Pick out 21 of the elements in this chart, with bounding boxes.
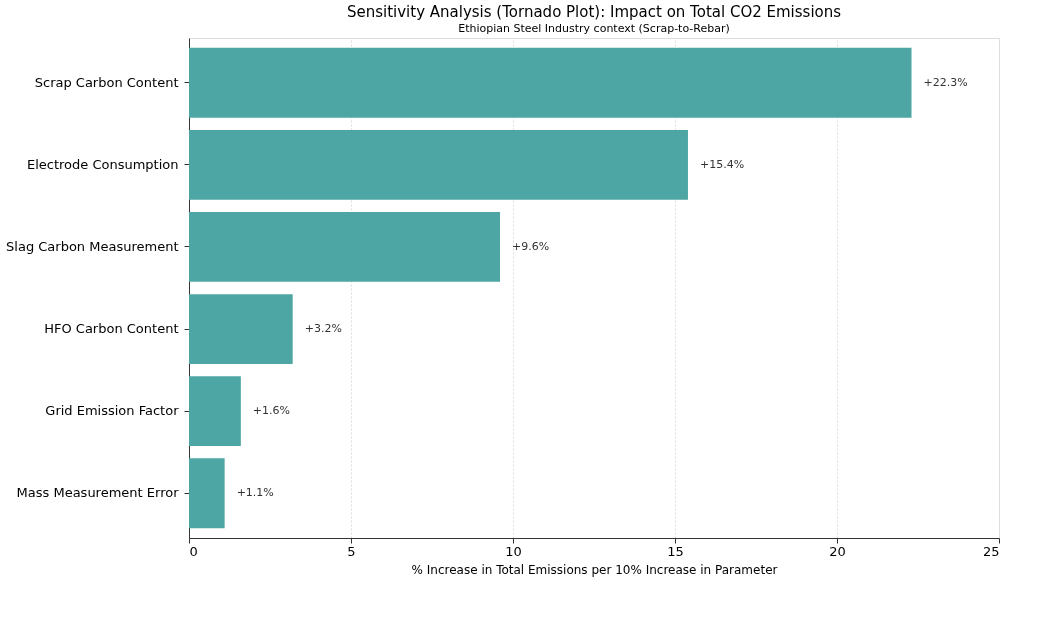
x-tick-label: 20 xyxy=(829,543,846,559)
data-label: +9.6% xyxy=(512,239,550,253)
data-label: +1.1% xyxy=(236,486,274,500)
x-tick-label: 5 xyxy=(347,543,356,559)
y-tick-label: Grid Emission Factor xyxy=(45,403,180,419)
y-tick-label: Mass Measurement Error xyxy=(16,485,180,501)
y-tick-label: Electrode Consumption xyxy=(26,156,179,172)
x-tick-label: 25 xyxy=(982,543,1000,559)
data-label: +15.4% xyxy=(699,157,745,171)
x-tick-label: 0 xyxy=(189,543,198,559)
x-tick-label: 10 xyxy=(505,543,522,559)
y-tick-label: Scrap Carbon Content xyxy=(34,74,179,90)
data-label: +3.2% xyxy=(304,322,342,336)
data-label: +1.6% xyxy=(252,404,291,418)
y-tick-label: HFO Carbon Content xyxy=(44,321,179,337)
x-tick-label: 15 xyxy=(667,543,684,559)
x-axis-title: % Increase in Total Emissions per 10% Increase in Parameter xyxy=(411,562,778,577)
data-label: +22.3% xyxy=(923,75,968,89)
chart-subtitle: Ethiopian Steel Industry context (Scrap-to-Rebar) xyxy=(458,22,730,35)
chart-title: Sensitivity Analysis (Tornado Plot): Impact on Total CO2 Emissions xyxy=(346,3,842,21)
y-tick-label: Slag Carbon Measurement xyxy=(6,238,179,254)
